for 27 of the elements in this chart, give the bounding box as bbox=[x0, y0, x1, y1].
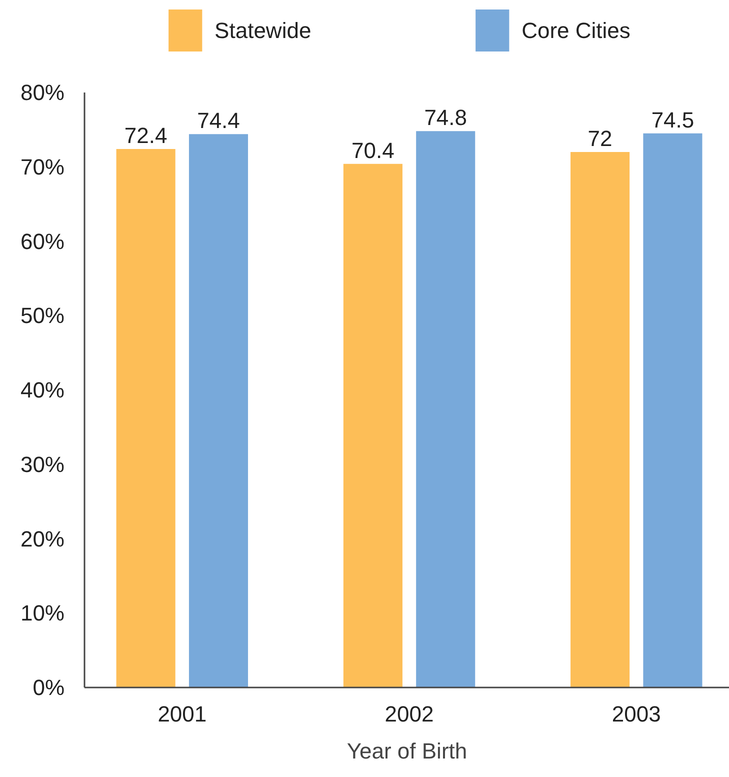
data-label: 74.4 bbox=[197, 108, 240, 134]
legend-label: Statewide bbox=[214, 18, 312, 43]
bar bbox=[116, 149, 176, 688]
data-label: 70.4 bbox=[352, 138, 394, 163]
y-tick-label: 10% bbox=[20, 600, 65, 626]
y-tick-label: 40% bbox=[20, 378, 65, 402]
data-label: 72.4 bbox=[124, 123, 168, 148]
data-label: 74.5 bbox=[651, 107, 694, 132]
bar bbox=[570, 152, 630, 688]
y-tick-label: 80% bbox=[20, 80, 65, 105]
y-tick-label: 70% bbox=[20, 154, 65, 180]
bar bbox=[416, 131, 476, 688]
bar bbox=[188, 134, 248, 688]
x-tick-label: 2001 bbox=[158, 702, 207, 726]
x-tick-label: 2002 bbox=[384, 702, 434, 726]
y-tick-label: 50% bbox=[20, 303, 65, 328]
y-tick-label: 30% bbox=[20, 452, 65, 477]
x-tick-label: 2003 bbox=[612, 702, 661, 726]
bar bbox=[343, 164, 402, 688]
x-axis-title: Year of Birth bbox=[346, 738, 468, 764]
data-label: 74.8 bbox=[424, 105, 468, 130]
y-tick-label: 20% bbox=[20, 526, 65, 552]
y-tick-label: 0% bbox=[32, 675, 64, 700]
bar bbox=[643, 133, 702, 688]
y-tick-label: 60% bbox=[20, 228, 65, 254]
legend-label: Core Cities bbox=[522, 18, 630, 43]
data-label: 72 bbox=[588, 126, 612, 151]
